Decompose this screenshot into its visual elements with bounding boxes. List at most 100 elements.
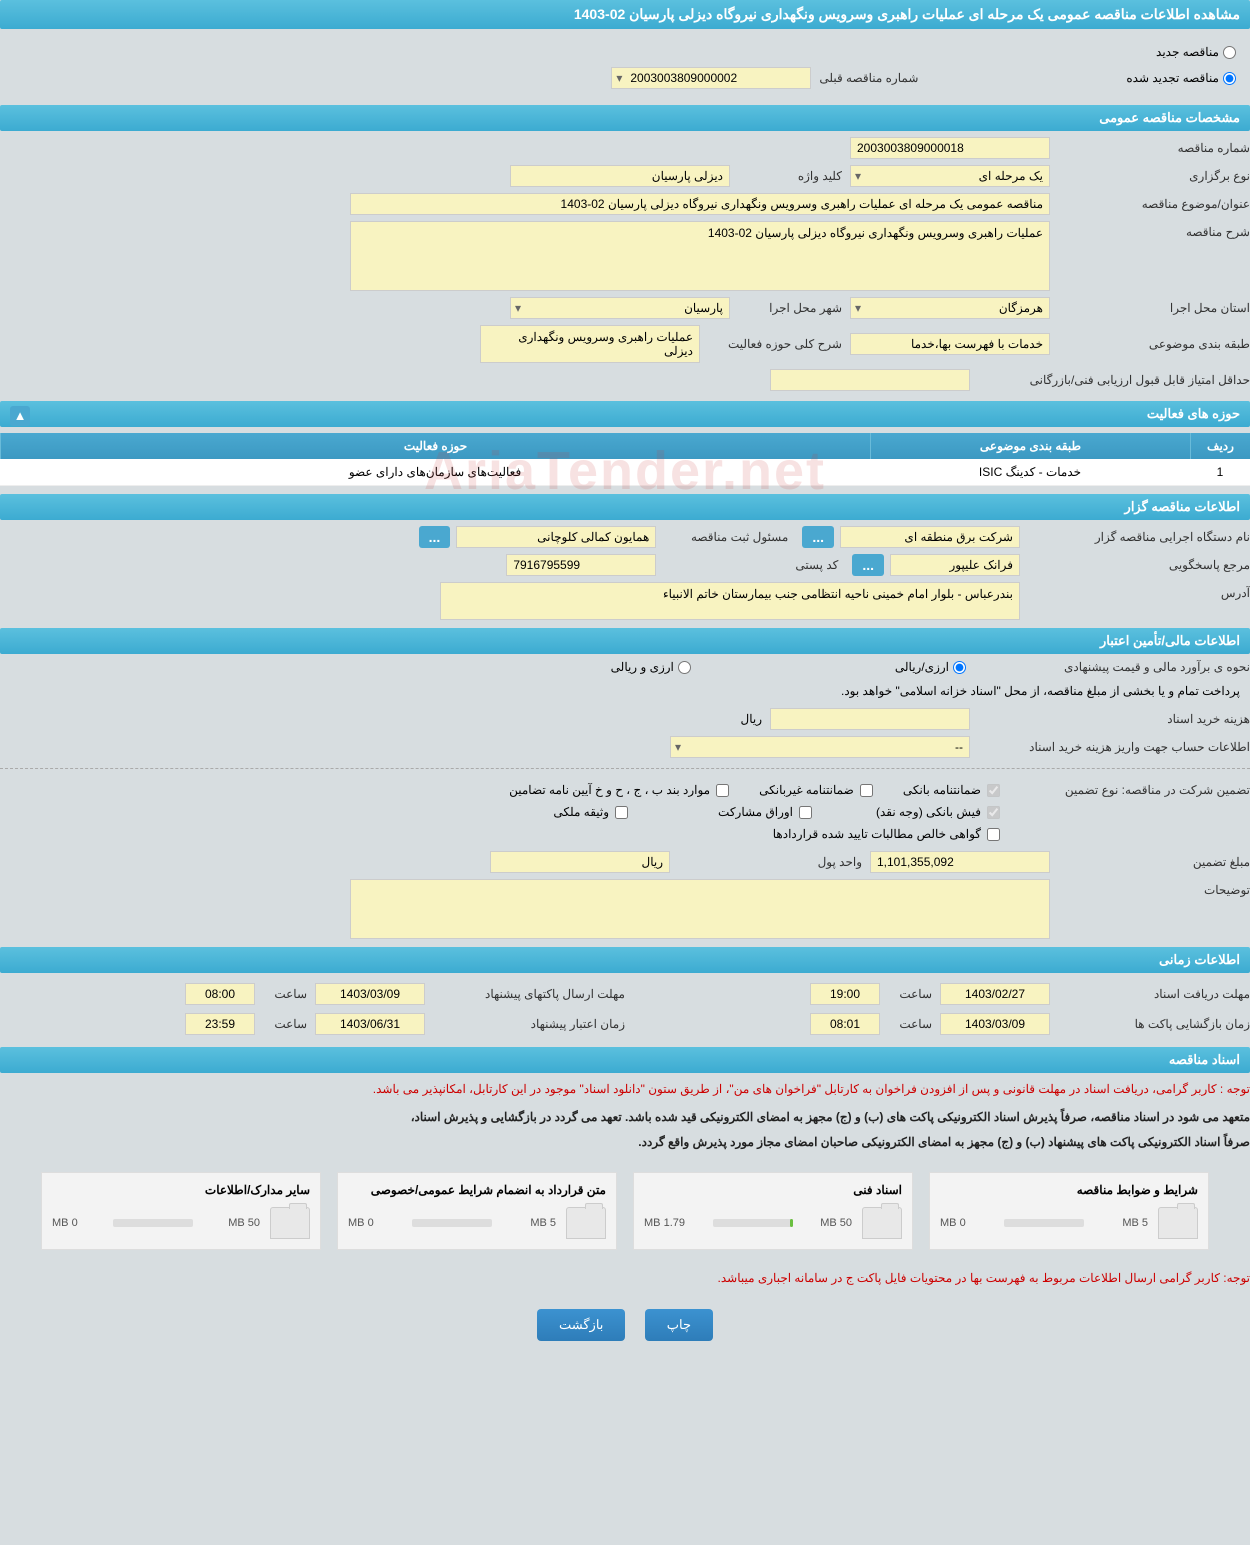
- doc-box-title: شرایط و ضوابط مناقصه: [940, 1183, 1198, 1197]
- cb-property[interactable]: [615, 806, 628, 819]
- section-financial: اطلاعات مالی/تأمین اعتبار: [0, 628, 1250, 654]
- doc-fee-label: هزینه خرید اسناد: [970, 712, 1250, 726]
- envelopes-time: 08:00: [185, 983, 255, 1005]
- cb-bank-fish[interactable]: [987, 806, 1000, 819]
- folder-icon[interactable]: [1158, 1207, 1198, 1239]
- activity-section: حوزه های فعالیت ▲: [0, 401, 1250, 427]
- folder-icon[interactable]: [566, 1207, 606, 1239]
- radio-arzi-riali[interactable]: [953, 661, 966, 674]
- option-arzi-riali: ارزی/ریالی: [895, 660, 949, 674]
- cb-bank-guarantee[interactable]: [987, 784, 1000, 797]
- type-label: نوع برگزاری: [1050, 169, 1250, 183]
- section-general: مشخصات مناقصه عمومی: [0, 105, 1250, 131]
- keyword-label: کلید واژه: [730, 169, 850, 183]
- docs-note3: توجه: کاربر گرامی ارسال اطلاعات مربوط به…: [0, 1268, 1250, 1290]
- section-timing: اطلاعات زمانی: [0, 947, 1250, 973]
- time-word-1: ساعت: [880, 987, 940, 1001]
- opening-label: زمان بازگشایی پاکت ها: [1050, 1017, 1250, 1031]
- notes-label: توضیحات: [1050, 879, 1250, 897]
- org-name: شرکت برق منطقه ای: [840, 526, 1020, 548]
- col-radif: ردیف: [1190, 433, 1250, 459]
- tender-number-label: شماره مناقصه: [1050, 141, 1250, 155]
- prev-tender-number[interactable]: 2003003809000002: [611, 67, 811, 89]
- cb-participation-label: اوراق مشارکت: [718, 805, 793, 819]
- envelopes-label: مهلت ارسال پاکتهای پیشنهاد: [425, 987, 625, 1001]
- validity-time: 23:59: [185, 1013, 255, 1035]
- section-organizer: اطلاعات مناقصه گزار: [0, 494, 1250, 520]
- collapse-icon[interactable]: ▲: [10, 406, 30, 426]
- city[interactable]: پارسیان: [510, 297, 730, 319]
- org-picker-button[interactable]: ...: [802, 526, 834, 548]
- contact-name: فرانک علیپور: [890, 554, 1020, 576]
- province-label: استان محل اجرا: [1050, 301, 1250, 315]
- financial-notes: [350, 879, 1050, 939]
- payment-note: پرداخت تمام و یا بخشی از مبلغ مناقصه، از…: [0, 680, 1250, 702]
- time-word-3: ساعت: [880, 1017, 940, 1031]
- province[interactable]: هرمزگان: [850, 297, 1050, 319]
- tender-number: 2003003809000018: [850, 137, 1050, 159]
- print-button[interactable]: چاپ: [645, 1309, 713, 1341]
- radio-renewed-label: مناقصه تجدید شده: [1126, 71, 1219, 85]
- account-info-label: اطلاعات حساب جهت واریز هزینه خرید اسناد: [970, 740, 1250, 754]
- registrar-label: مسئول ثبت مناقصه: [656, 530, 796, 544]
- doc-box-title: متن قرارداد به انضمام شرایط عمومی/خصوصی: [348, 1183, 606, 1197]
- activity-general-label: شرح کلی حوزه فعالیت: [700, 337, 850, 351]
- col-activity: حوزه فعالیت: [0, 433, 870, 459]
- doc-box-title: سایر مدارک/اطلاعات: [52, 1183, 310, 1197]
- address-label: آدرس: [1020, 582, 1250, 600]
- doc-receive-label: مهلت دریافت اسناد: [1050, 987, 1250, 1001]
- contact-label: مرجع پاسخگویی: [1020, 558, 1250, 572]
- cb-receivables[interactable]: [987, 828, 1000, 841]
- doc-receive-date: 1403/02/27: [940, 983, 1050, 1005]
- doc-box-title: اسناد فنی: [644, 1183, 902, 1197]
- activity-section-title: حوزه های فعالیت: [1147, 406, 1240, 421]
- folder-icon[interactable]: [862, 1207, 902, 1239]
- doc-box-conditions: شرایط و ضوابط مناقصه 5 MB 0 MB: [929, 1172, 1209, 1250]
- contact-picker-button[interactable]: ...: [852, 554, 884, 576]
- docs-note2b: صرفاً اسناد الکترونیکی پاکت های پیشنهاد …: [0, 1132, 1250, 1154]
- unit-label: واحد پول: [670, 855, 870, 869]
- cb-nonbank-guarantee[interactable]: [860, 784, 873, 797]
- radio-renewed-tender[interactable]: [1223, 72, 1236, 85]
- doc-receive-time: 19:00: [810, 983, 880, 1005]
- cb-property-label: وثیقه ملکی: [553, 805, 609, 819]
- table-row: 1 خدمات - کدینگ ISIC فعالیت‌های سازمان‌ه…: [0, 459, 1250, 486]
- prev-number-label: شماره مناقصه قبلی: [811, 71, 926, 85]
- section-docs: اسناد مناقصه: [0, 1047, 1250, 1073]
- folder-icon[interactable]: [270, 1207, 310, 1239]
- opening-time: 08:01: [810, 1013, 880, 1035]
- doc-used-size: 1.79 MB: [644, 1217, 685, 1229]
- doc-used-size: 0 MB: [940, 1217, 966, 1229]
- min-score: [770, 369, 970, 391]
- registrar-picker-button[interactable]: ...: [419, 526, 451, 548]
- docs-note2a: متعهد می شود در اسناد مناقصه، صرفاً پذیر…: [0, 1107, 1250, 1129]
- doc-max-size: 50 MB: [228, 1217, 260, 1229]
- option-arzi-va-riali: ارزی و ریالی: [611, 660, 674, 674]
- subject-category: خدمات با فهرست بها،خدما: [850, 333, 1050, 355]
- postal-label: کد پستی: [656, 558, 846, 572]
- envelopes-date: 1403/03/09: [315, 983, 425, 1005]
- cb-participation[interactable]: [799, 806, 812, 819]
- account-info[interactable]: --: [670, 736, 970, 758]
- keyword: دیزلی پارسیان: [510, 165, 730, 187]
- desc-label: شرح مناقصه: [1050, 221, 1250, 239]
- city-label: شهر محل اجرا: [730, 301, 850, 315]
- cell-category: خدمات - کدینگ ISIC: [870, 459, 1190, 485]
- validity-date: 1403/06/31: [315, 1013, 425, 1035]
- doc-box-technical: اسناد فنی 50 MB 1.79 MB: [633, 1172, 913, 1250]
- org-label: نام دستگاه اجرایی مناقصه گزار: [1020, 530, 1250, 544]
- subject-label: عنوان/موضوع مناقصه: [1050, 197, 1250, 211]
- doc-max-size: 5 MB: [530, 1217, 556, 1229]
- doc-used-size: 0 MB: [348, 1217, 374, 1229]
- opening-date: 1403/03/09: [940, 1013, 1050, 1035]
- cb-bank-fish-label: فیش بانکی (وجه نقد): [876, 805, 981, 819]
- cb-bond-items[interactable]: [716, 784, 729, 797]
- estimate-label: نحوه ی برآورد مالی و قیمت پیشنهادی: [970, 660, 1250, 674]
- tender-description: عملیات راهبری وسرویس ونگهداری نیروگاه دی…: [350, 221, 1050, 291]
- back-button[interactable]: بازگشت: [537, 1309, 625, 1341]
- cb-bond-items-label: موارد بند ب ، ج ، ح و خ آیین نامه تضامین: [509, 783, 710, 797]
- guarantee-amount-label: مبلغ تضمین: [1050, 855, 1250, 869]
- radio-arzi-va-riali[interactable]: [678, 661, 691, 674]
- radio-new-tender[interactable]: [1223, 46, 1236, 59]
- tender-type[interactable]: یک مرحله ای: [850, 165, 1050, 187]
